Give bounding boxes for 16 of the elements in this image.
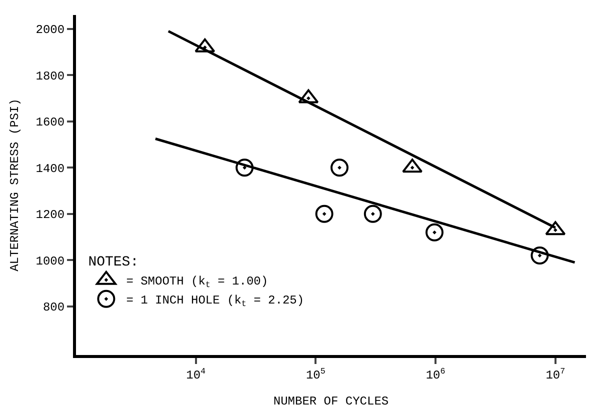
y-tick-label: 1200 xyxy=(36,208,65,222)
y-tick-label: 1000 xyxy=(36,254,65,268)
y-tick-label: 1600 xyxy=(36,116,65,130)
x-tick-label: 10$^{5}$ xyxy=(306,366,326,382)
legend-label: = SMOOTH (k$_{t}$ = 1.00) xyxy=(126,274,268,290)
y-tick-label: 800 xyxy=(42,300,65,315)
x-tick-label: 10$^{4}$ xyxy=(186,366,206,382)
x-tick-label: 10$^{7}$ xyxy=(546,366,566,382)
x-axis-title: NUMBER OF CYCLES xyxy=(273,394,389,408)
x-tick-label: 10$^{6}$ xyxy=(426,366,446,382)
y-tick-label: 2000 xyxy=(36,23,65,38)
y-axis-title: ALTERNATING STRESS (PSI) xyxy=(8,98,22,272)
y-tick-label: 1400 xyxy=(36,162,65,176)
legend-label: = 1 INCH HOLE (k$_{t}$ = 2.25) xyxy=(126,294,304,310)
legend-title: NOTES: xyxy=(88,254,139,270)
y-tick-label: 1800 xyxy=(36,69,65,84)
